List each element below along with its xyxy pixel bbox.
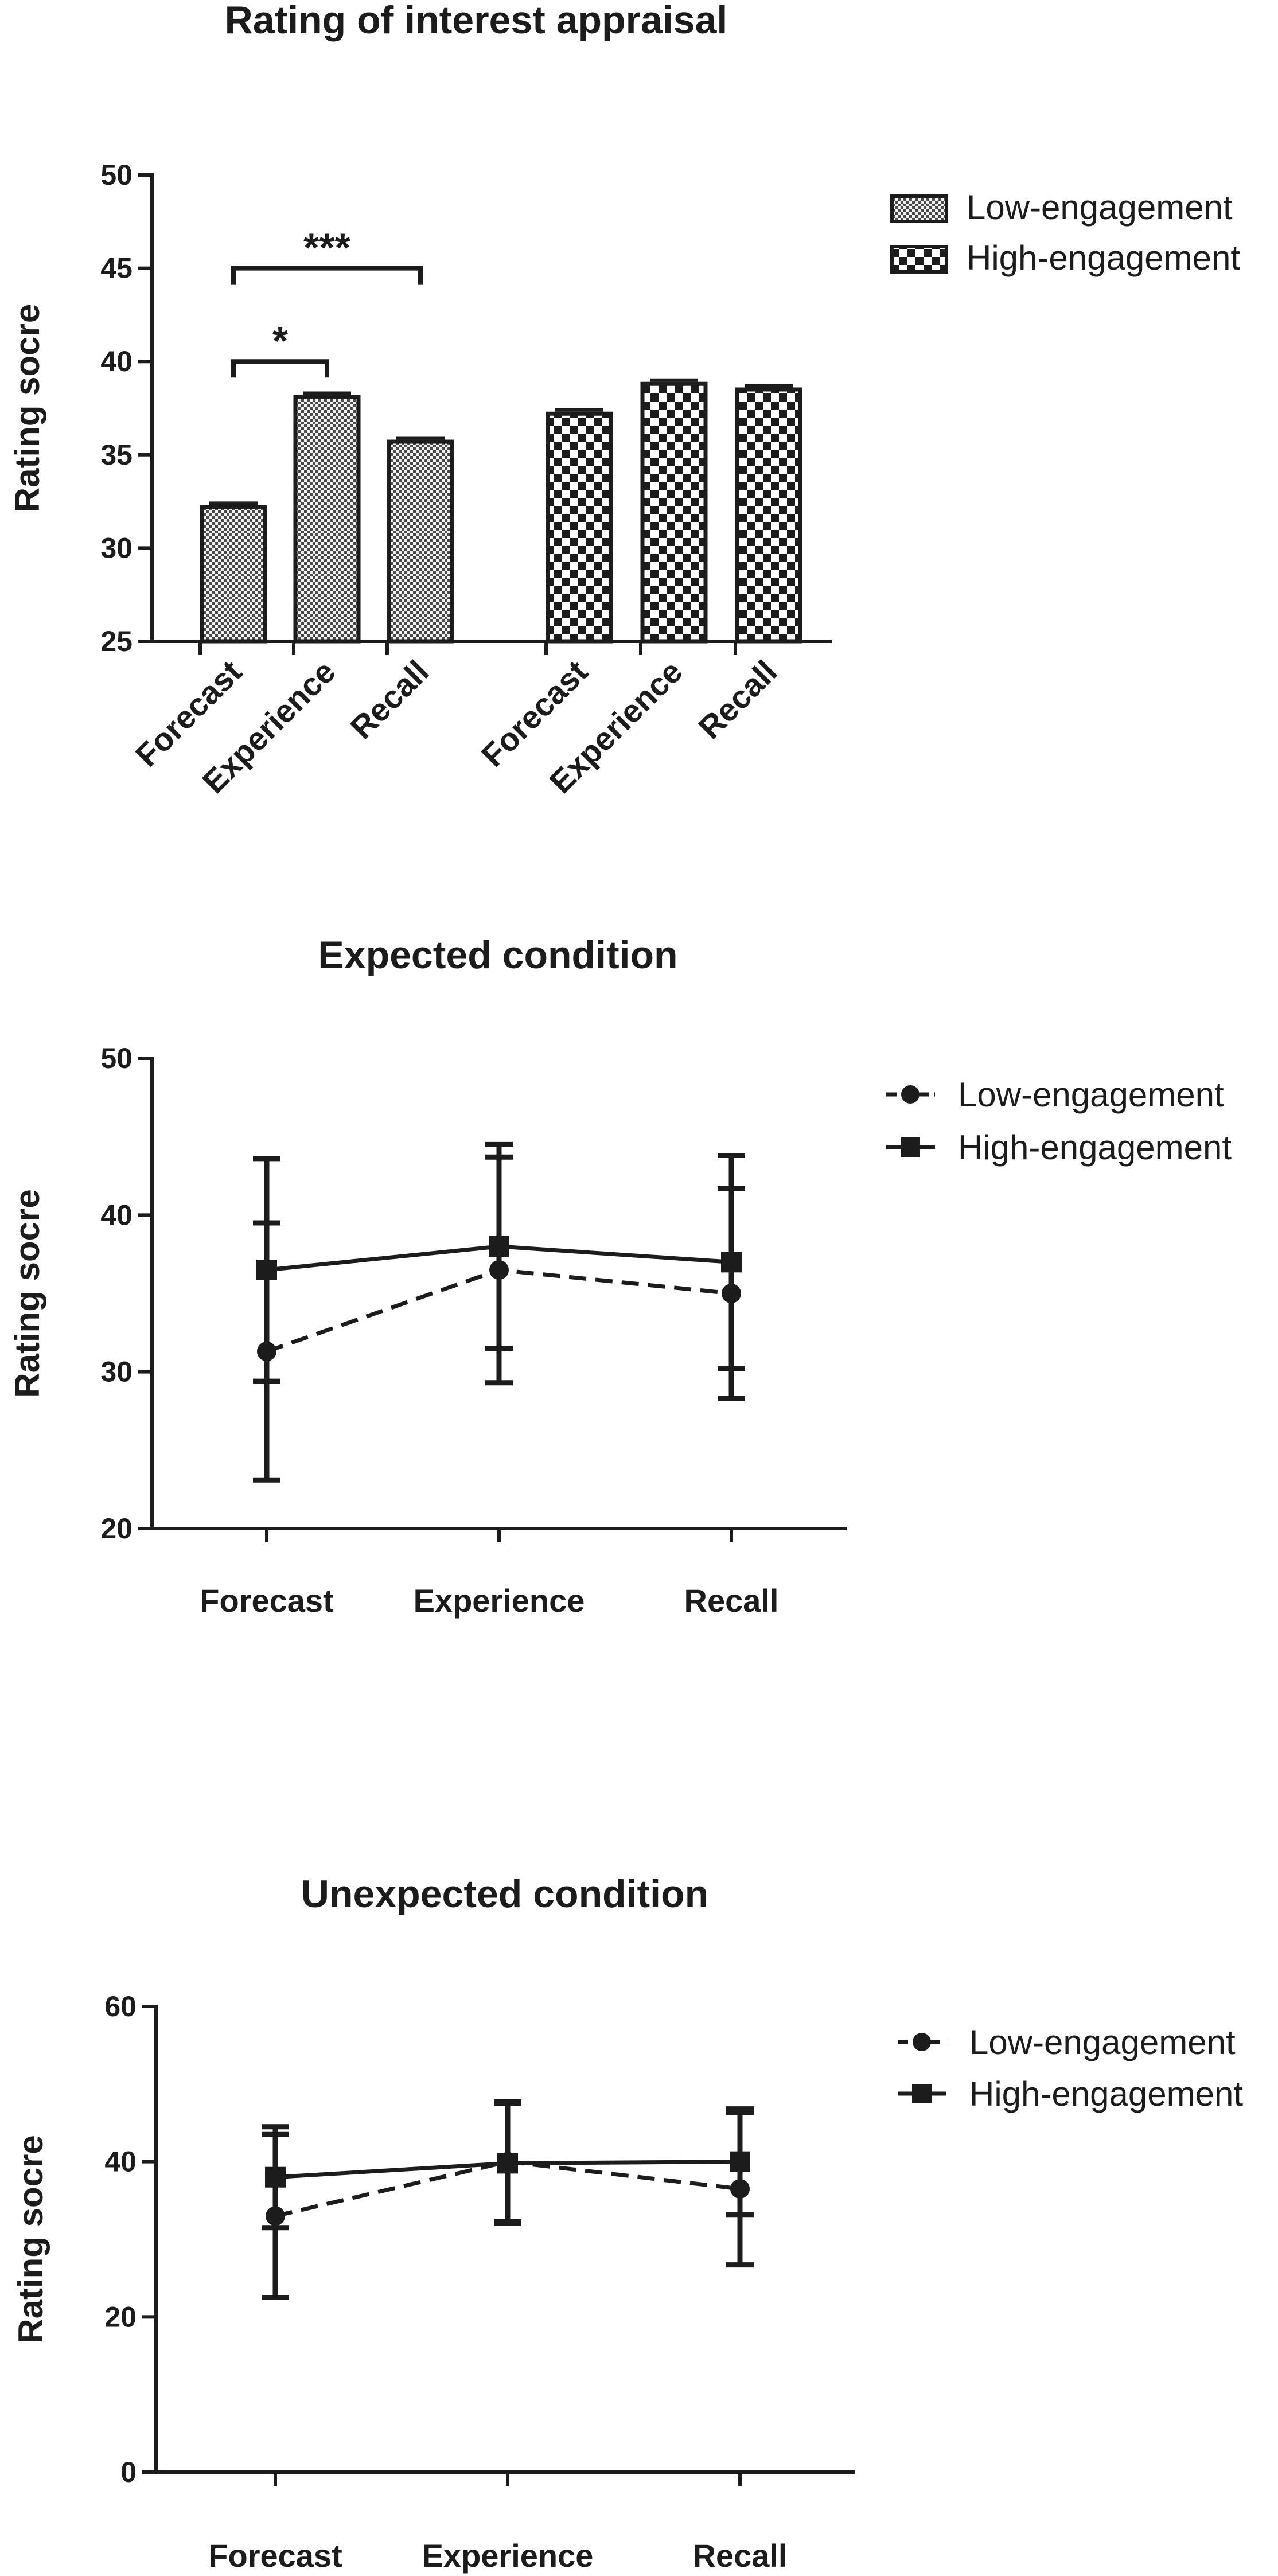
significance-bracket (231, 359, 329, 378)
bar-high-engagement-experience (640, 381, 708, 644)
y-tick-label: 60 (104, 1990, 137, 2022)
legend-marker (912, 2084, 932, 2103)
legend-marker (913, 2033, 931, 2051)
y-tick-label: 45 (100, 252, 133, 285)
x-tick-label: Forecast (200, 1583, 333, 1619)
x-tick-label: Experience (414, 1583, 585, 1619)
chart-title: Rating of interest appraisal (225, 0, 728, 42)
chart-panel-1: Rating of interest appraisal 25 30 35 40 45 50… (8, 0, 1240, 800)
bar-low-engagement-forecast (200, 505, 267, 644)
y-tick-label: 50 (100, 159, 133, 191)
legend-label: Low-engagement (958, 1075, 1224, 1114)
x-tick-label: Recall (691, 653, 784, 746)
x-tick-label: Forecast (208, 2538, 342, 2574)
significance-bracket (231, 266, 423, 285)
y-tick-label: 30 (100, 532, 133, 564)
y-axis-label: Rating socre (8, 304, 46, 512)
data-point-high-engagement-forecast (256, 1260, 277, 1280)
y-tick-label: 20 (104, 2301, 137, 2333)
chart-title: Unexpected condition (301, 1872, 708, 1916)
legend-label: High-engagement (969, 2075, 1243, 2113)
x-tick-label: Recall (343, 653, 435, 746)
y-tick-label: 35 (100, 439, 133, 471)
legend-label: Low-engagement (967, 188, 1233, 227)
legend-marker (901, 1137, 920, 1157)
y-tick-label: 40 (100, 1199, 133, 1231)
y-tick-label: 25 (100, 625, 133, 657)
data-point-high-engagement-recall (721, 1252, 742, 1273)
legend-label: High-engagement (967, 239, 1240, 277)
bar-low-engagement-experience (293, 395, 361, 644)
bar-high-engagement-forecast (546, 411, 613, 644)
y-axis-label: Rating socre (8, 1189, 46, 1397)
significance-label: * (272, 318, 289, 363)
bar-high-engagement-recall (735, 387, 802, 644)
legend-marker (901, 1085, 919, 1104)
y-axis-label: Rating socre (11, 2135, 50, 2343)
legend-label: High-engagement (958, 1128, 1232, 1167)
legend-label: Low-engagement (969, 2023, 1236, 2061)
chart-panel-3: Unexpected condition 0 20 40 60 Rating socre F… (11, 1872, 1243, 2574)
legend-swatch (890, 245, 948, 274)
y-tick-label: 40 (104, 2146, 137, 2178)
y-tick-label: 20 (100, 1513, 133, 1545)
chart-title: Expected condition (318, 933, 677, 977)
chart-panel-2: Expected condition 20 30 40 50 Rating socre Fo… (8, 933, 1232, 1619)
y-tick-label: 0 (120, 2456, 137, 2488)
x-tick-label: Recall (693, 2538, 788, 2574)
legend-swatch (890, 194, 948, 223)
significance-label: *** (303, 225, 350, 270)
data-point-high-engagement-experience (497, 2153, 518, 2174)
y-tick-label: 30 (100, 1356, 133, 1388)
x-tick-label: Recall (684, 1583, 779, 1619)
y-tick-label: 50 (100, 1042, 133, 1074)
y-tick-label: 40 (100, 345, 133, 377)
data-point-high-engagement-experience (489, 1236, 509, 1257)
data-point-high-engagement-recall (730, 2151, 750, 2172)
x-tick-label: Experience (422, 2538, 594, 2574)
bar-low-engagement-recall (387, 439, 454, 644)
data-point-high-engagement-forecast (265, 2166, 286, 2188)
